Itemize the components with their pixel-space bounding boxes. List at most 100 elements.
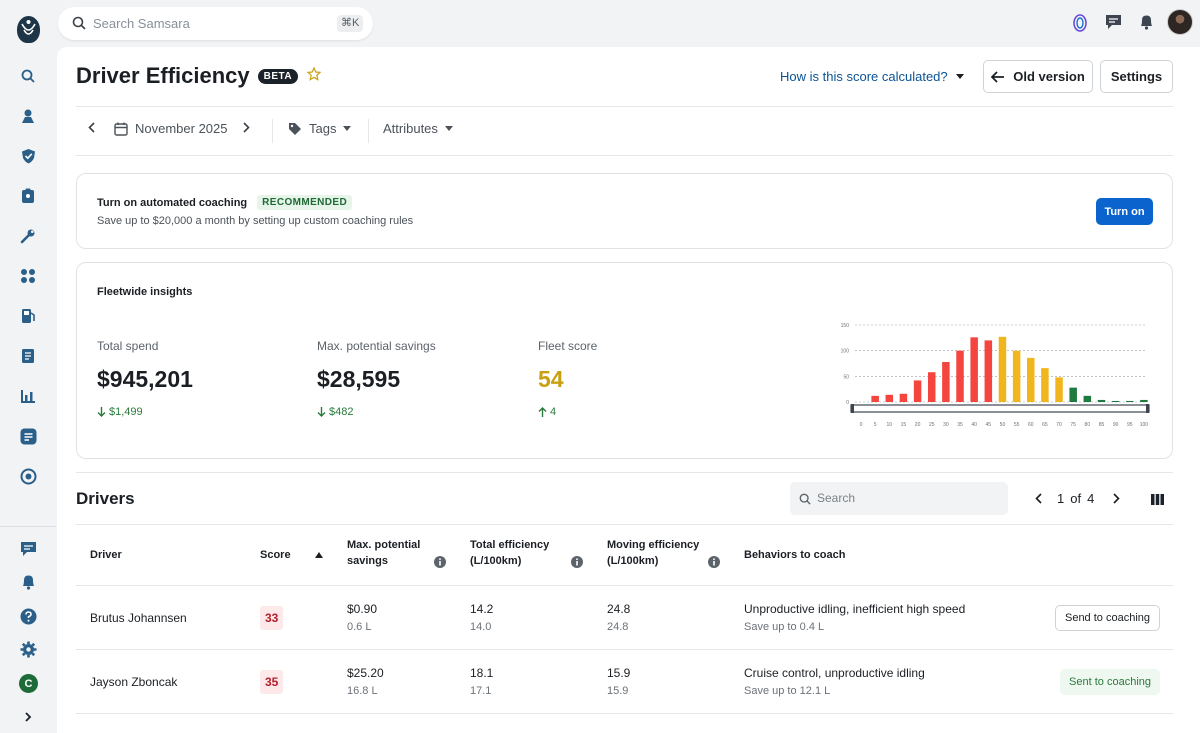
table-row[interactable]: Brutus Johannsen 33 $0.90 0.6 L 14.2 14.0 … [76, 585, 1173, 650]
org-avatar[interactable]: C [19, 674, 38, 693]
favorite-star-icon[interactable] [306, 66, 322, 86]
notifications-bell-icon[interactable] [1139, 14, 1157, 32]
total-sub: 17.1 [470, 685, 492, 697]
total-efficiency-cell: 18.1 17.1 [456, 649, 593, 714]
info-icon[interactable] [708, 556, 720, 568]
turn-on-button[interactable]: Turn on [1096, 198, 1153, 225]
settings-button[interactable]: Settings [1100, 60, 1173, 93]
histogram-bar [885, 394, 894, 402]
search-icon[interactable] [19, 67, 37, 85]
settings-label: Settings [1110, 69, 1163, 84]
filter-divider [76, 155, 1173, 156]
page-of: of [1070, 491, 1082, 506]
moving-sub: 24.8 [607, 621, 629, 633]
safety-shield-icon[interactable] [19, 147, 37, 165]
drivers-table: Driver Score Max. potential savings Total… [76, 524, 1173, 714]
x-tick-label: 60 [1028, 422, 1034, 428]
stat-delta-value: 4 [550, 406, 557, 418]
info-icon[interactable] [571, 556, 583, 568]
x-tick-label: 95 [1127, 422, 1133, 428]
histogram-bar [927, 372, 936, 402]
range-slider-track [850, 404, 1150, 413]
old-version-button[interactable]: Old version [983, 60, 1093, 93]
next-page-chevron-icon[interactable] [1106, 493, 1124, 504]
columns-toggle-icon[interactable] [1151, 492, 1164, 510]
apps-icon[interactable] [19, 427, 37, 445]
x-tick-label: 85 [1099, 422, 1105, 428]
help-icon[interactable] [19, 607, 37, 625]
x-tick-label: 30 [943, 422, 949, 428]
automated-coaching-banner: Turn on automated coaching RECOMMENDED S… [76, 173, 1173, 249]
search-icon [799, 492, 811, 510]
x-tick-label: 20 [915, 422, 921, 428]
assistant-sparkle-icon[interactable] [1071, 14, 1089, 32]
alerts-bell-icon[interactable] [19, 573, 37, 591]
x-tick-label: 65 [1042, 422, 1048, 428]
x-tick-label: 70 [1056, 422, 1062, 428]
moving-value: 24.8 [607, 602, 631, 616]
col-behaviors[interactable]: Behaviors to coach [730, 524, 1033, 586]
histogram-bar [1111, 400, 1120, 402]
stat-label: Total spend [97, 339, 159, 353]
tags-filter[interactable]: Tags [288, 121, 352, 136]
feedback-chat-icon[interactable] [1105, 14, 1123, 32]
user-avatar[interactable] [1167, 9, 1193, 35]
x-tick-label: 40 [971, 422, 977, 428]
prev-page-chevron-icon[interactable] [1033, 493, 1045, 504]
behaviors-cell: Cruise control, unproductive idling Save … [730, 649, 1033, 714]
histogram-bar [1140, 399, 1148, 402]
arrow-up-icon [538, 407, 547, 417]
x-tick-label: 90 [1113, 422, 1119, 428]
expand-chevron-icon[interactable] [19, 708, 37, 726]
dispatch-routes-icon[interactable] [19, 267, 37, 285]
documents-icon[interactable] [19, 347, 37, 365]
x-tick-label: 50 [1000, 422, 1006, 428]
x-tick-label: 45 [986, 422, 992, 428]
histogram-bar [1126, 400, 1134, 402]
driver-name[interactable]: Brutus Johannsen [76, 585, 246, 650]
info-icon[interactable] [434, 556, 446, 568]
next-month-chevron-icon[interactable] [243, 122, 250, 133]
send-to-coaching-button[interactable]: Send to coaching [1054, 604, 1160, 631]
histogram-bar [956, 350, 964, 402]
maintenance-wrench-icon[interactable] [19, 227, 37, 245]
reports-bar-chart-icon[interactable] [19, 387, 37, 405]
attributes-filter[interactable]: Attributes [383, 121, 453, 136]
samsara-logo[interactable] [17, 16, 40, 43]
fuel-pump-icon[interactable] [19, 307, 37, 325]
global-search-bar[interactable]: Search Samsara ⌘K [58, 7, 373, 40]
stat-value: $28,595 [317, 366, 401, 392]
messages-icon[interactable] [19, 540, 37, 558]
settings-gear-icon[interactable] [19, 640, 37, 658]
beta-badge: BETA [257, 68, 299, 84]
driver-name[interactable]: Jayson Zboncak [76, 649, 246, 714]
col-driver[interactable]: Driver [76, 524, 246, 586]
drivers-map-icon[interactable] [19, 107, 37, 125]
col-moving-efficiency[interactable]: Moving efficiency (L/100km) [593, 524, 730, 586]
fleet-score-stat: Fleet score 54 4 [538, 339, 597, 418]
score-calculation-link[interactable]: How is this score calculated? [780, 69, 964, 84]
coaching-title: Turn on automated coaching [97, 196, 248, 209]
histogram-bar [1097, 399, 1106, 402]
moving-value: 15.9 [607, 666, 631, 680]
table-row[interactable]: Jayson Zboncak 35 $25.20 16.8 L 18.1 17.1 … [76, 649, 1173, 714]
filter-separator [272, 119, 273, 143]
compliance-clipboard-icon[interactable] [19, 187, 37, 205]
tag-icon [289, 122, 301, 135]
header-divider [76, 106, 1173, 107]
arrow-down-icon [317, 407, 326, 417]
behaviors-cell: Unproductive idling, inefficient high sp… [730, 585, 1033, 650]
drivers-search-input[interactable]: Search [790, 482, 1008, 515]
caret-down-icon [444, 126, 453, 131]
score-badge: 33 [260, 605, 284, 630]
col-score[interactable]: Score [246, 524, 333, 586]
total-value: 14.2 [470, 602, 494, 616]
x-tick-label: 15 [901, 422, 907, 428]
savings-cell: $25.20 16.8 L [333, 649, 456, 714]
col-max-savings[interactable]: Max. potential savings [333, 524, 456, 586]
live-target-icon[interactable] [19, 467, 37, 485]
month-picker[interactable]: November 2025 [114, 121, 228, 136]
y-tick-label: 100 [841, 349, 850, 355]
prev-month-chevron-icon[interactable] [88, 122, 95, 133]
col-total-efficiency[interactable]: Total efficiency (L/100km) [456, 524, 593, 586]
